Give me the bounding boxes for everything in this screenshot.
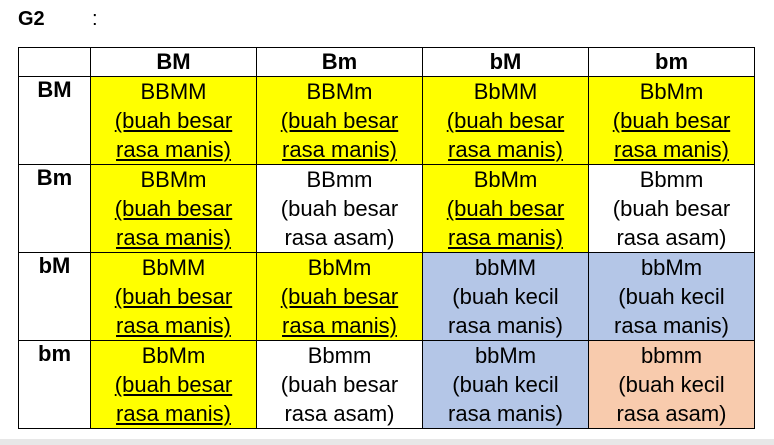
row-header: bM: [18, 252, 91, 341]
corner-cell: [18, 47, 91, 77]
phenotype-size: (buah besar: [114, 284, 233, 309]
offspring-cell: BbMm (buah besar rasa manis): [256, 252, 423, 341]
phenotype-taste: rasa manis): [614, 137, 729, 162]
phenotype-size: (buah kecil: [452, 284, 559, 309]
phenotype-size: (buah besar: [446, 196, 565, 221]
column-header: bm: [588, 47, 755, 77]
phenotype-taste: rasa asam): [284, 225, 395, 250]
phenotype-taste: rasa manis): [116, 137, 231, 162]
genotype-label: BbMm: [639, 79, 704, 104]
offspring-cell: BBmm (buah besar rasa asam): [256, 164, 423, 253]
genotype-label: BbMm: [473, 167, 538, 192]
phenotype-size: (buah besar: [114, 372, 233, 397]
header-row: BM Bm bM bm: [18, 47, 755, 77]
offspring-cell: BbMm (buah besar rasa manis): [422, 164, 589, 253]
offspring-cell: BBMm (buah besar rasa manis): [256, 76, 423, 165]
genotype-label: BbMm: [141, 343, 206, 368]
genotype-label: bbMM: [474, 255, 537, 280]
genotype-label: Bbmm: [307, 343, 372, 368]
genotype-label: BbMM: [473, 79, 538, 104]
phenotype-size: (buah kecil: [452, 372, 559, 397]
title-colon: :: [92, 8, 98, 30]
page-title: G2: [18, 8, 45, 30]
genotype-label: BbMM: [141, 255, 206, 280]
phenotype-taste: rasa asam): [616, 401, 727, 426]
phenotype-taste: rasa manis): [282, 313, 397, 338]
row-header: BM: [18, 76, 91, 165]
phenotype-size: (buah kecil: [618, 284, 725, 309]
bottom-divider: [0, 439, 774, 445]
phenotype-size: (buah besar: [114, 196, 233, 221]
genotype-label: BBMm: [140, 167, 207, 192]
table-row: bm BbMm (buah besar rasa manis) Bbmm (buah be…: [18, 340, 755, 429]
column-header: Bm: [256, 47, 423, 77]
phenotype-taste: rasa manis): [448, 137, 563, 162]
genotype-label: BbMm: [307, 255, 372, 280]
column-header: bM: [422, 47, 589, 77]
offspring-cell: BBMM (buah besar rasa manis): [90, 76, 257, 165]
phenotype-size: (buah besar: [280, 108, 399, 133]
phenotype-size: (buah besar: [446, 108, 565, 133]
table-row: bM BbMM (buah besar rasa manis) BbMm (buah be…: [18, 252, 755, 341]
phenotype-size: (buah besar: [280, 372, 399, 397]
phenotype-taste: rasa manis): [448, 313, 563, 338]
offspring-cell: bbMm (buah kecil rasa manis): [422, 340, 589, 429]
phenotype-size: (buah besar: [280, 196, 399, 221]
phenotype-taste: rasa manis): [116, 401, 231, 426]
row-header: Bm: [18, 164, 91, 253]
table-row: BM BBMM (buah besar rasa manis) BBMm (buah be…: [18, 76, 755, 165]
phenotype-size: (buah besar: [280, 284, 399, 309]
offspring-cell: BbMM (buah besar rasa manis): [90, 252, 257, 341]
row-header: bm: [18, 340, 91, 429]
table-row: Bm BBMm (buah besar rasa manis) BBmm (buah be…: [18, 164, 755, 253]
genotype-label: BBMM: [140, 79, 207, 104]
phenotype-size: (buah kecil: [618, 372, 725, 397]
phenotype-taste: rasa manis): [116, 313, 231, 338]
offspring-cell: bbMM (buah kecil rasa manis): [422, 252, 589, 341]
genotype-label: BBmm: [306, 167, 373, 192]
phenotype-size: (buah besar: [612, 196, 731, 221]
phenotype-taste: rasa asam): [284, 401, 395, 426]
genotype-label: bbMm: [474, 343, 537, 368]
offspring-cell: BbMm (buah besar rasa manis): [90, 340, 257, 429]
offspring-cell: Bbmm (buah besar rasa asam): [256, 340, 423, 429]
phenotype-taste: rasa asam): [616, 225, 727, 250]
column-header: BM: [90, 47, 257, 77]
phenotype-taste: rasa manis): [282, 137, 397, 162]
offspring-cell: BbMm (buah besar rasa manis): [588, 76, 755, 165]
genotype-label: Bbmm: [639, 167, 704, 192]
offspring-cell: bbmm (buah kecil rasa asam): [588, 340, 755, 429]
punnett-square-table: BM Bm bM bm BM BBMM (buah besar rasa manis)…: [18, 47, 755, 429]
phenotype-taste: rasa manis): [116, 225, 231, 250]
phenotype-taste: rasa manis): [614, 313, 729, 338]
offspring-cell: Bbmm (buah besar rasa asam): [588, 164, 755, 253]
offspring-cell: BbMM (buah besar rasa manis): [422, 76, 589, 165]
genotype-label: BBMm: [306, 79, 373, 104]
phenotype-size: (buah besar: [612, 108, 731, 133]
genotype-label: bbMm: [640, 255, 703, 280]
offspring-cell: BBMm (buah besar rasa manis): [90, 164, 257, 253]
genotype-label: bbmm: [640, 343, 703, 368]
phenotype-size: (buah besar: [114, 108, 233, 133]
offspring-cell: bbMm (buah kecil rasa manis): [588, 252, 755, 341]
phenotype-taste: rasa manis): [448, 225, 563, 250]
phenotype-taste: rasa manis): [448, 401, 563, 426]
